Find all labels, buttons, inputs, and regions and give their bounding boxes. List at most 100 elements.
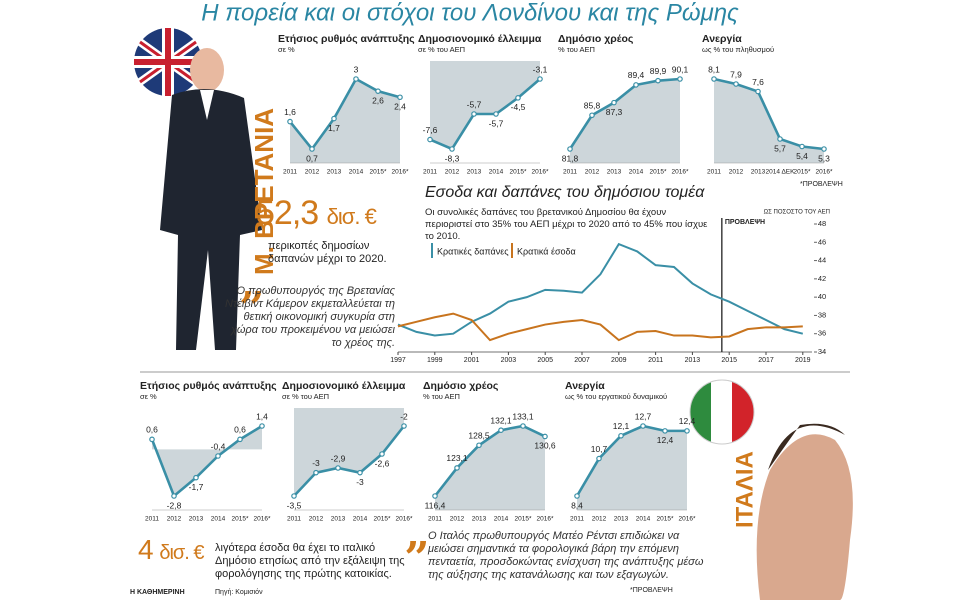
- point: [618, 432, 624, 439]
- x-tick-label: 2011: [283, 169, 297, 176]
- x-tick-label: 2013: [331, 516, 346, 523]
- y-axis-label: ΩΣ ΠΟΣΟΣΤΟ ΤΟΥ ΑΕΠ: [764, 210, 830, 216]
- x-tick-label: 2016*: [392, 169, 409, 176]
- chart-subtitle: ως % του πληθυσμού: [702, 45, 774, 54]
- uk-amount-text: περικοπές δημοσίων δαπανών μέχρι το 2020…: [268, 240, 387, 265]
- chart-subtitle: σε % του ΑΕΠ: [282, 392, 329, 401]
- line: [433, 424, 546, 497]
- value-label: -3: [356, 477, 364, 487]
- x-tick-label: 2012: [592, 516, 607, 523]
- area: [435, 426, 545, 510]
- x-tick-label: 2013: [685, 357, 701, 364]
- area: [714, 79, 824, 163]
- chart-title: Ετήσιος ρυθμός ανάπτυξης: [140, 380, 277, 392]
- x-tick-label: 2015*: [374, 516, 391, 523]
- x-tick-label: 2012: [309, 516, 324, 523]
- x-tick-label: 2015*: [657, 516, 674, 523]
- series-line: [397, 242, 804, 337]
- chart-subtitle: σε % του ΑΕΠ: [418, 45, 465, 54]
- x-tick-label: 2016*: [537, 516, 554, 523]
- x-tick-label: 2014: [494, 516, 509, 523]
- value-label: 87,3: [606, 107, 623, 117]
- value-label: 3: [354, 64, 359, 74]
- value-label: -2: [400, 411, 408, 421]
- chart-title: Δημοσιονομικό έλλειμμα: [282, 380, 406, 392]
- point: [471, 111, 477, 117]
- legend-label: Κρατικά έσοδα: [517, 246, 576, 256]
- point: [237, 436, 243, 443]
- point: [596, 455, 602, 462]
- x-tick-label: 2016*: [672, 169, 689, 176]
- unit: δισ. €: [159, 542, 204, 564]
- point: [353, 76, 359, 82]
- y-tick-label: 34: [818, 347, 826, 356]
- x-tick-label: 2013: [189, 516, 204, 523]
- point: [401, 423, 407, 429]
- chart-title: Δημοσιονομικό έλλειμμα: [418, 33, 542, 45]
- point: [574, 493, 580, 499]
- value-label: 8,4: [571, 500, 583, 510]
- point: [520, 423, 526, 429]
- chart-subtitle: % του ΑΕΠ: [423, 392, 460, 401]
- x-tick-label: 2011: [428, 516, 442, 523]
- value-label: 12,1: [613, 421, 630, 431]
- point: [357, 469, 363, 476]
- point: [542, 433, 548, 440]
- chart-subtitle: ως % του εργατικού δυναμικού: [565, 392, 667, 401]
- uk-photo: [134, 28, 262, 350]
- value-label: 132,1: [490, 415, 512, 425]
- footnote: *ΠΡΟΒΛΕΨΗ: [630, 587, 673, 594]
- page-title: Η πορεία και οι στόχοι του Λονδίνου και …: [201, 0, 739, 26]
- point: [259, 423, 265, 429]
- value-label: 8,1: [708, 64, 720, 74]
- point: [171, 493, 177, 499]
- value-label: 81,8: [562, 153, 579, 163]
- x-tick-label: 2014: [211, 516, 226, 523]
- line: [150, 424, 263, 499]
- y-tick-label: 40: [818, 292, 826, 301]
- x-tick-label: 2015*: [232, 516, 249, 523]
- point: [193, 474, 199, 481]
- amount: 52,3: [256, 194, 319, 232]
- x-tick-label: 2019: [795, 357, 811, 364]
- point: [633, 82, 639, 88]
- value-label: 90,1: [672, 64, 689, 74]
- line: [568, 77, 681, 150]
- point: [799, 143, 805, 150]
- point: [493, 111, 499, 117]
- point: [432, 493, 438, 499]
- x-tick-label: 2014: [353, 516, 368, 523]
- uk-amount: 52,3 δισ. €: [256, 194, 377, 233]
- value-label: -4,5: [511, 102, 526, 112]
- point: [711, 76, 717, 82]
- point: [655, 77, 661, 84]
- value-label: 89,9: [650, 66, 667, 76]
- big-chart-title: Εσοδα και δαπάνες του δημόσιου τομέα: [425, 184, 705, 201]
- chart-title: Δημόσιο χρέος: [558, 33, 634, 45]
- point: [331, 115, 337, 122]
- value-label: 2,4: [394, 102, 406, 112]
- y-tick-label: 44: [818, 256, 826, 265]
- x-tick-label: 2016*: [396, 516, 413, 523]
- x-tick-label: 2012: [167, 516, 182, 523]
- value-label: 7,9: [730, 69, 742, 79]
- value-label: -3,1: [533, 64, 548, 74]
- x-tick-label: 1997: [390, 357, 406, 364]
- unit: δισ. €: [326, 204, 377, 229]
- italy-amount: 4 δισ. €: [138, 534, 205, 566]
- line: [575, 424, 687, 497]
- line: [288, 77, 401, 152]
- point: [379, 451, 385, 457]
- point: [498, 427, 504, 433]
- quote-mark: „: [240, 258, 266, 309]
- point: [215, 453, 221, 459]
- point: [515, 95, 521, 101]
- value-label: -3: [312, 458, 320, 468]
- x-tick-label: 2005: [537, 357, 553, 364]
- x-tick-label: 2013: [467, 169, 482, 176]
- x-tick-label: 2014: [636, 516, 651, 523]
- x-tick-label: 2012: [729, 169, 744, 176]
- chart-subtitle: % του ΑΕΠ: [558, 45, 595, 54]
